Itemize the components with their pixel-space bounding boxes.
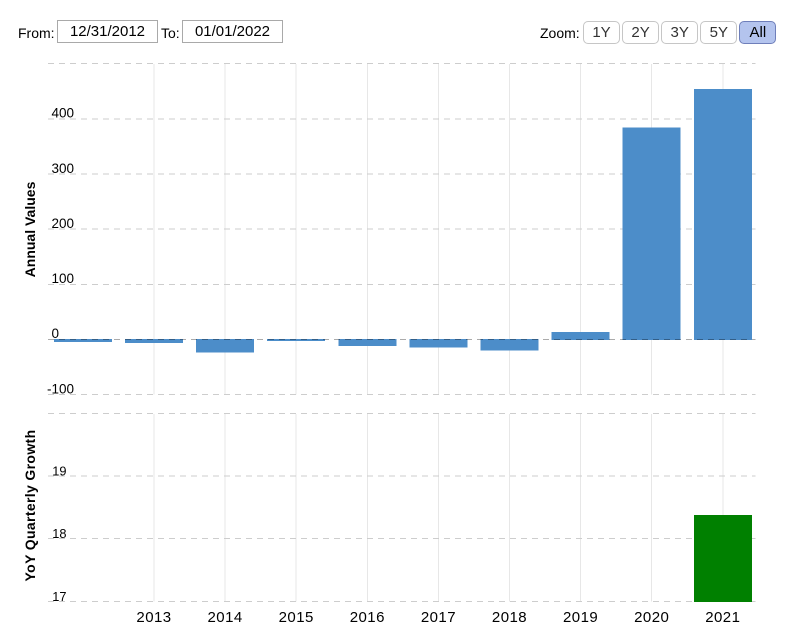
svg-text:2016: 2016	[350, 609, 385, 626]
svg-text:Annual Values: Annual Values	[22, 181, 38, 277]
svg-text:2013: 2013	[136, 609, 171, 626]
svg-text:19: 19	[52, 464, 66, 479]
svg-text:300: 300	[52, 161, 75, 176]
svg-text:2014: 2014	[208, 609, 243, 626]
svg-text:2018: 2018	[492, 609, 527, 626]
svg-text:18: 18	[52, 526, 66, 541]
svg-text:200: 200	[52, 216, 75, 231]
svg-text:2020: 2020	[634, 609, 669, 626]
svg-text:YoY Quarterly Growth: YoY Quarterly Growth	[22, 430, 38, 582]
svg-text:17: 17	[52, 589, 66, 604]
svg-text:-100: -100	[47, 381, 74, 396]
svg-text:2019: 2019	[563, 609, 598, 626]
svg-text:2021: 2021	[705, 609, 740, 626]
svg-text:100: 100	[52, 271, 75, 286]
svg-text:0: 0	[52, 326, 60, 341]
svg-text:400: 400	[52, 106, 75, 121]
svg-text:2015: 2015	[279, 609, 314, 626]
svg-text:2017: 2017	[421, 609, 456, 626]
